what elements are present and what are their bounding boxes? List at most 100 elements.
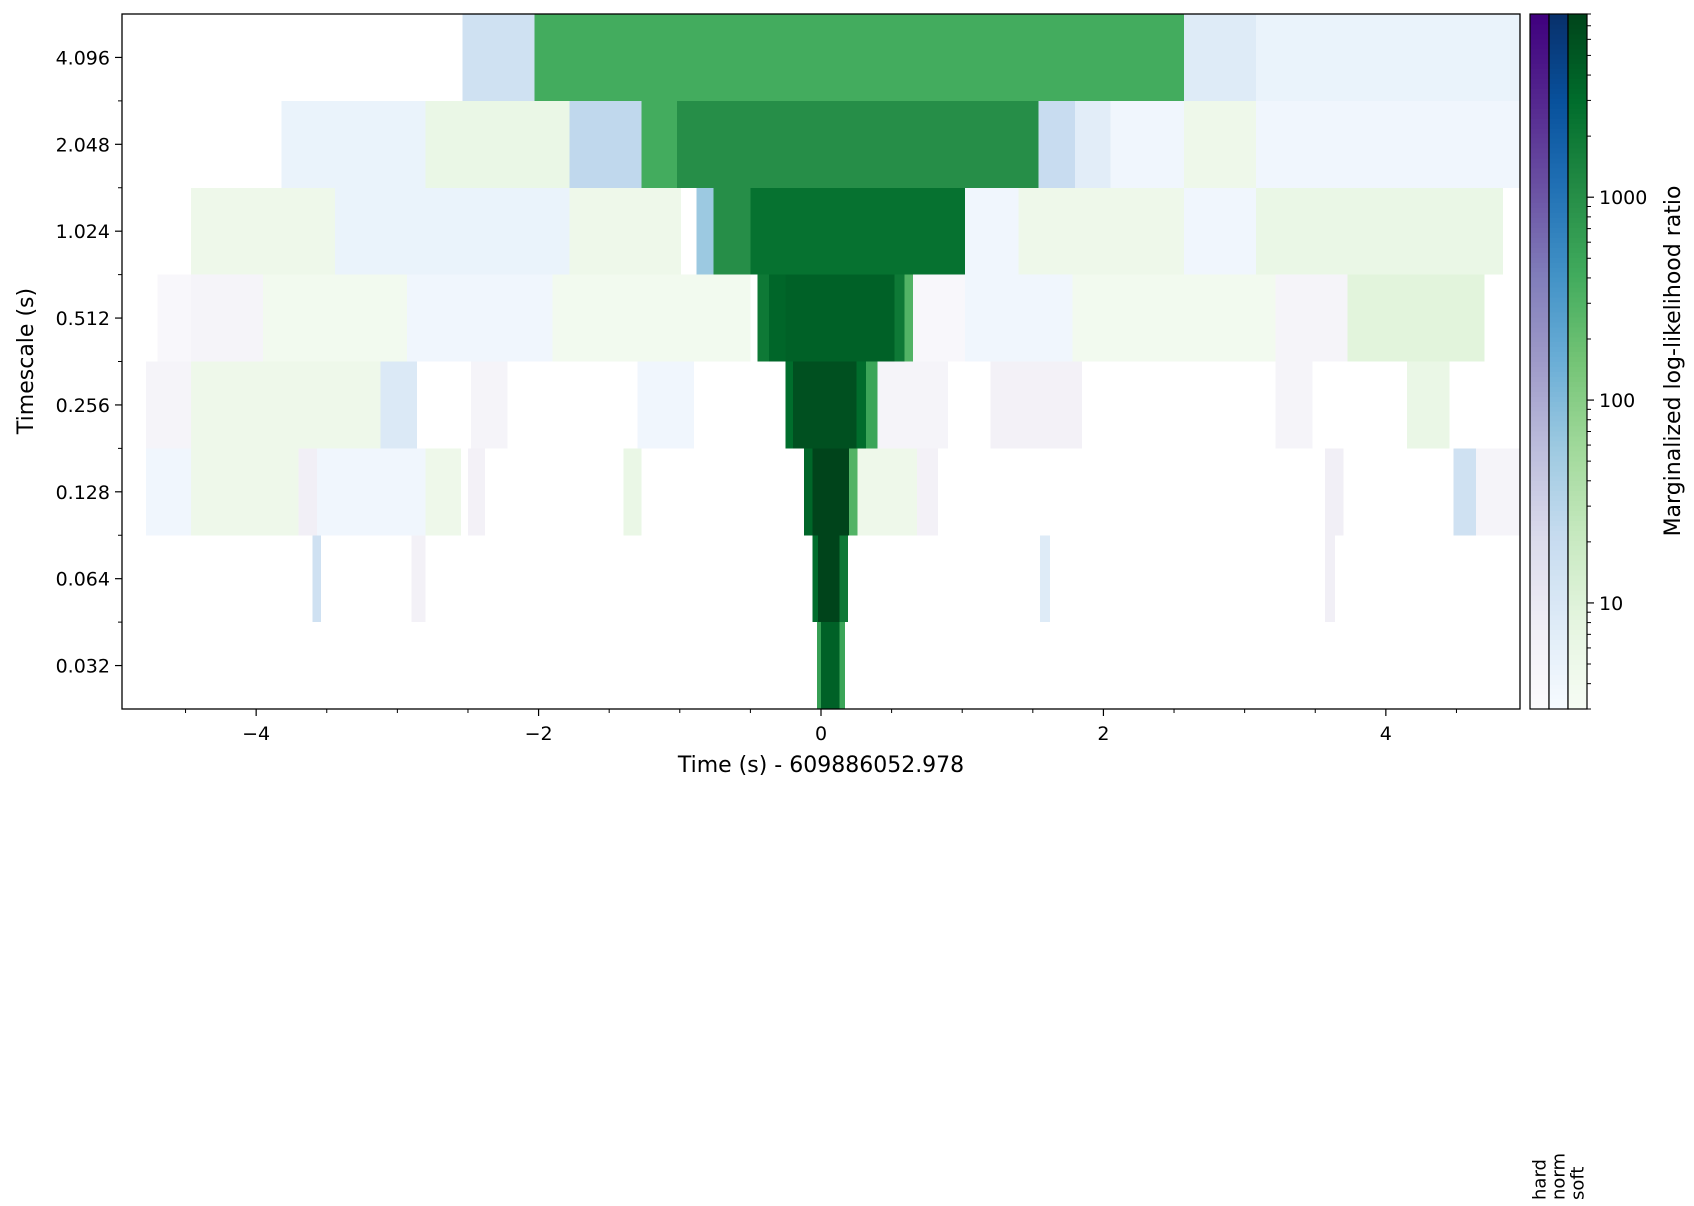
heatmap-cell (750, 187, 966, 275)
colorbar-tick-label: 1000 (1599, 187, 1647, 209)
heatmap-cell (866, 361, 878, 449)
heatmap-cell (1407, 361, 1450, 449)
heatmap-cell (917, 448, 939, 536)
heatmap-cell (312, 535, 322, 623)
heatmap-cell (1039, 535, 1050, 623)
colorbar-label: Marginalized log-likelihood ratio (1661, 186, 1686, 537)
heatmap-cell (1347, 274, 1485, 362)
heatmap-cell (462, 14, 535, 101)
heatmap-cell (467, 448, 485, 536)
heatmap-cell (816, 622, 821, 709)
heatmap-cell (877, 361, 949, 449)
heatmap-cell (569, 187, 682, 275)
heatmap-cell (407, 274, 553, 362)
colorbar-column-soft (1567, 13, 1588, 710)
heatmap-cell (894, 274, 905, 362)
heatmap-cell (380, 361, 418, 449)
colorbar-column-label: soft (1568, 1167, 1589, 1200)
heatmap-cell (1018, 187, 1184, 275)
heatmap-cell (785, 274, 895, 362)
x-tick-label: 0 (815, 723, 827, 745)
heatmap-cell (1325, 448, 1344, 536)
heatmap-cell (281, 100, 426, 188)
heatmap-cell (623, 448, 642, 536)
y-tick-label: 0.064 (56, 569, 110, 591)
heatmap-cell (1325, 535, 1336, 623)
heatmap-cell (857, 448, 918, 536)
heatmap-cell (965, 274, 1073, 362)
y-tick-label: 0.032 (56, 656, 110, 678)
heatmap-cell (637, 361, 694, 449)
colorbar-tick-label: 10 (1599, 593, 1623, 615)
heatmap-cell (1476, 448, 1520, 536)
heatmap-cell (821, 622, 840, 709)
heatmap-cell (812, 535, 819, 623)
heatmap-cell (839, 535, 848, 623)
heatmap-cell (904, 274, 913, 362)
heatmap-cell (298, 448, 317, 536)
heatmap-cell (1275, 274, 1348, 362)
y-axis: 4.096 2.048 1.024 0.512 0.256 0.128 0.064 0.032 (56, 47, 122, 678)
y-tick-label: 0.256 (56, 395, 110, 417)
heatmap-cell (804, 448, 813, 536)
heatmap-cell (191, 361, 408, 449)
heatmap-cell (1072, 274, 1276, 362)
colorbar-column-label: hard (1530, 1159, 1551, 1200)
colorbar-column-norm (1548, 13, 1569, 710)
heatmap-cell (1183, 187, 1256, 275)
heatmap-cell (1255, 14, 1520, 101)
heatmap-cell (191, 187, 336, 275)
heatmap-cell (569, 100, 642, 188)
heatmap-cell (534, 14, 1184, 101)
heatmap-cell (676, 100, 1039, 188)
heatmap-cell (146, 448, 192, 536)
heatmap-cell (818, 535, 840, 623)
heatmap-cell (713, 187, 751, 275)
y-tick-label: 4.096 (56, 47, 110, 69)
y-tick-label: 2.048 (56, 134, 110, 156)
heatmap-cell (157, 274, 192, 362)
heatmap-cell (1183, 14, 1256, 101)
y-tick-label: 0.128 (56, 482, 110, 504)
heatmap-cell (425, 448, 461, 536)
heatmap-cell (146, 361, 192, 449)
y-axis-label: Timescale (s) (14, 288, 39, 435)
heatmap-cell (411, 535, 426, 623)
y-tick-label: 1.024 (56, 221, 110, 243)
heatmap-cell (912, 274, 966, 362)
heatmap-cell (792, 361, 857, 449)
heatmap-cell (696, 187, 714, 275)
x-tick-label: 4 (1380, 723, 1392, 745)
colorbar-column-hard (1529, 13, 1550, 710)
heatmap-cell (849, 448, 858, 536)
heatmap-cell (470, 361, 508, 449)
heatmap-cell (191, 274, 264, 362)
heatmap-cell (839, 622, 846, 709)
heatmap-cell (1110, 100, 1184, 188)
x-axis-label: Time (s) - 609886052.978 (677, 753, 964, 778)
y-tick-label: 0.512 (56, 308, 110, 330)
heatmap-cell (768, 274, 786, 362)
x-tick-label: 2 (1097, 723, 1109, 745)
x-tick-label: −2 (525, 723, 553, 745)
heatmap-cell (965, 187, 1019, 275)
x-axis: −4 −2 0 2 4 (185, 709, 1457, 745)
x-tick-label: −4 (242, 723, 270, 745)
heatmap-cell (263, 274, 408, 362)
heatmap-cell (1255, 100, 1520, 188)
heatmap-cell (552, 274, 751, 362)
heatmap-cell (335, 187, 570, 275)
heatmap-cell (1075, 100, 1111, 188)
heatmap-cell (1255, 187, 1504, 275)
heatmap-cell (757, 274, 769, 362)
heatmap-cell (1275, 361, 1313, 449)
heatmap-cell (191, 448, 299, 536)
heatmap-cell (316, 448, 426, 536)
heatmap-cell (425, 100, 570, 188)
heatmap-cell (1038, 100, 1076, 188)
heatmap-cell (641, 100, 677, 188)
heatmap-cell (1183, 100, 1256, 188)
heatmap-cell (812, 448, 850, 536)
